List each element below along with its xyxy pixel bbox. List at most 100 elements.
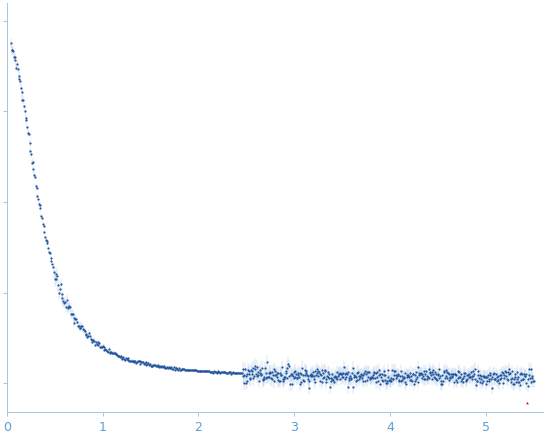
Point xyxy=(248,364,257,371)
Point xyxy=(318,367,327,374)
Point xyxy=(265,368,274,375)
Point xyxy=(422,372,431,379)
Point xyxy=(194,368,203,375)
Point xyxy=(274,370,283,377)
Point xyxy=(313,365,322,372)
Point xyxy=(147,362,156,369)
Point xyxy=(68,310,76,317)
Point xyxy=(295,381,304,388)
Point xyxy=(440,369,448,376)
Point xyxy=(261,369,270,376)
Point xyxy=(92,339,100,346)
Point xyxy=(484,376,493,383)
Point xyxy=(382,380,390,387)
Point xyxy=(80,327,88,334)
Point xyxy=(250,372,258,379)
Point xyxy=(292,371,300,378)
Point xyxy=(458,375,466,382)
Point xyxy=(186,366,194,373)
Point xyxy=(468,373,477,380)
Point xyxy=(353,370,362,377)
Point xyxy=(339,374,347,381)
Point xyxy=(93,338,102,345)
Point xyxy=(523,400,531,407)
Point xyxy=(99,344,108,351)
Point xyxy=(494,372,503,379)
Point xyxy=(527,365,536,372)
Point xyxy=(311,368,320,375)
Point xyxy=(193,367,202,374)
Point xyxy=(275,369,284,376)
Point xyxy=(179,366,188,373)
Point xyxy=(411,372,419,379)
Point xyxy=(10,54,19,61)
Point xyxy=(290,367,299,374)
Point xyxy=(499,370,508,377)
Point xyxy=(151,363,160,370)
Point xyxy=(234,370,242,377)
Point xyxy=(221,368,230,375)
Point xyxy=(40,229,49,236)
Point xyxy=(38,220,47,227)
Point xyxy=(341,374,350,381)
Point xyxy=(293,375,301,382)
Point xyxy=(36,205,45,212)
Point xyxy=(493,374,502,381)
Point xyxy=(235,369,244,376)
Point xyxy=(152,362,161,369)
Point xyxy=(138,358,146,365)
Point xyxy=(253,369,262,376)
Point xyxy=(287,381,296,388)
Point xyxy=(216,369,224,376)
Point xyxy=(376,371,385,378)
Point xyxy=(307,370,316,377)
Point xyxy=(456,371,465,378)
Point xyxy=(239,372,247,379)
Point xyxy=(403,374,412,381)
Point xyxy=(334,373,342,380)
Point xyxy=(159,363,168,370)
Point xyxy=(431,375,440,382)
Point xyxy=(375,367,384,374)
Point xyxy=(419,368,428,375)
Point xyxy=(96,343,104,350)
Point xyxy=(447,371,455,378)
Point xyxy=(360,369,369,376)
Point xyxy=(103,347,111,354)
Point xyxy=(137,359,146,366)
Point xyxy=(420,376,429,383)
Point xyxy=(242,378,251,385)
Point xyxy=(106,350,115,357)
Point xyxy=(407,373,416,380)
Point xyxy=(511,370,520,377)
Point xyxy=(330,378,339,385)
Point xyxy=(64,305,73,312)
Point xyxy=(45,249,54,256)
Point xyxy=(16,84,25,91)
Point xyxy=(386,377,395,384)
Point xyxy=(120,356,128,363)
Point xyxy=(442,369,451,376)
Point xyxy=(95,339,104,346)
Point xyxy=(330,372,339,379)
Point xyxy=(94,341,103,348)
Point xyxy=(345,376,354,383)
Point xyxy=(433,371,442,378)
Point xyxy=(34,195,43,202)
Point xyxy=(380,368,389,375)
Point xyxy=(435,366,443,373)
Point xyxy=(524,376,532,383)
Point xyxy=(110,349,118,356)
Point xyxy=(276,377,284,384)
Point xyxy=(309,375,318,382)
Point xyxy=(20,102,28,109)
Point xyxy=(343,368,352,375)
Point xyxy=(361,371,370,378)
Point xyxy=(314,369,323,376)
Point xyxy=(364,374,373,381)
Point xyxy=(167,364,176,371)
Point xyxy=(479,372,488,379)
Point xyxy=(209,369,218,376)
Point xyxy=(228,369,236,376)
Point xyxy=(389,371,398,378)
